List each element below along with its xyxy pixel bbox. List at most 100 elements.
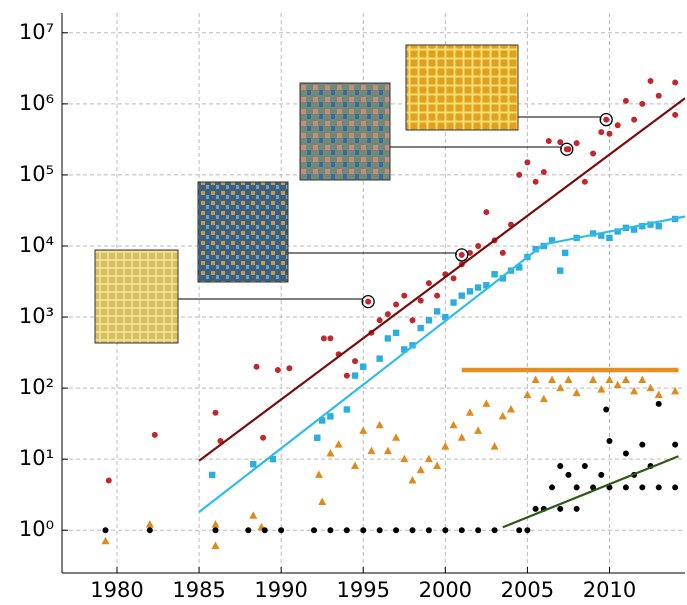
point (557, 139, 563, 145)
chip-image (95, 250, 178, 343)
point (492, 527, 498, 533)
point (548, 376, 556, 384)
point (483, 209, 489, 215)
point (614, 381, 622, 389)
point (631, 117, 637, 123)
point (326, 449, 334, 457)
chip-image (198, 182, 288, 282)
point (352, 358, 358, 364)
point (209, 472, 215, 478)
point (638, 376, 646, 384)
point (321, 335, 327, 341)
point (491, 442, 499, 450)
point (376, 421, 384, 429)
point (574, 140, 580, 146)
point (458, 433, 466, 441)
point (589, 376, 597, 384)
point (564, 376, 572, 384)
point (606, 131, 612, 137)
point (344, 373, 350, 379)
point (466, 408, 474, 416)
y-tick-label: 10⁶ (19, 91, 54, 115)
y-tick-label: 10⁰ (19, 517, 54, 541)
point (409, 317, 415, 323)
point (327, 413, 333, 419)
point (250, 461, 256, 467)
point (597, 385, 605, 393)
x-tick-label: 1995 (337, 578, 390, 602)
point (401, 293, 407, 299)
point (467, 288, 473, 294)
point (152, 432, 158, 438)
point (262, 527, 268, 533)
point (598, 472, 604, 478)
y-tick-label: 10⁴ (19, 233, 54, 257)
x-tick-label: 2010 (583, 578, 636, 602)
point (557, 267, 563, 273)
point (606, 235, 612, 241)
callout-line (390, 147, 562, 149)
chip-image (406, 45, 518, 130)
point (623, 98, 629, 104)
point (286, 365, 292, 371)
point (359, 426, 367, 434)
x-tick-label: 1990 (254, 578, 307, 602)
point (212, 410, 218, 416)
point (409, 527, 415, 533)
y-tick-label: 10¹ (19, 446, 54, 470)
y-tick-label: 10⁵ (19, 162, 54, 186)
point (434, 293, 440, 299)
point (557, 506, 563, 512)
point (278, 527, 284, 533)
point (557, 463, 563, 469)
point (556, 384, 564, 392)
point (450, 299, 456, 305)
point (482, 399, 490, 407)
x-tick-label: 2005 (501, 578, 554, 602)
y-tick-label: 10³ (19, 304, 54, 328)
point (327, 335, 333, 341)
point (344, 406, 350, 412)
point (574, 484, 580, 490)
callout-line (288, 253, 457, 255)
point (377, 317, 383, 323)
point (582, 463, 588, 469)
y-tick-label: 10⁷ (19, 20, 54, 44)
point (541, 169, 547, 175)
point (417, 325, 423, 331)
callout-line (518, 117, 601, 120)
point (540, 395, 548, 403)
point (315, 470, 323, 478)
point (672, 442, 678, 448)
point (102, 537, 110, 545)
point (450, 421, 458, 429)
point (656, 93, 662, 99)
point (516, 172, 522, 178)
point (426, 317, 432, 323)
callout-line (178, 299, 363, 302)
point (146, 520, 154, 528)
chip-images (95, 45, 518, 343)
chart: 10⁰10¹10²10³10⁴10⁵10⁶10⁷1980198519901995… (0, 0, 687, 605)
point (211, 520, 219, 528)
point (598, 129, 604, 135)
point (524, 159, 530, 165)
point (546, 138, 552, 144)
point (400, 455, 408, 463)
point (260, 435, 266, 441)
point (656, 401, 662, 407)
point (311, 527, 317, 533)
point (254, 364, 260, 370)
point (459, 527, 465, 533)
chip-image (300, 83, 390, 180)
point (425, 455, 433, 463)
point (360, 527, 366, 533)
point (474, 426, 482, 434)
point (249, 511, 257, 519)
point (147, 527, 153, 533)
point (524, 527, 530, 533)
point (376, 355, 382, 361)
point (327, 527, 333, 533)
y-tick-label: 10² (19, 375, 54, 399)
point (549, 484, 555, 490)
